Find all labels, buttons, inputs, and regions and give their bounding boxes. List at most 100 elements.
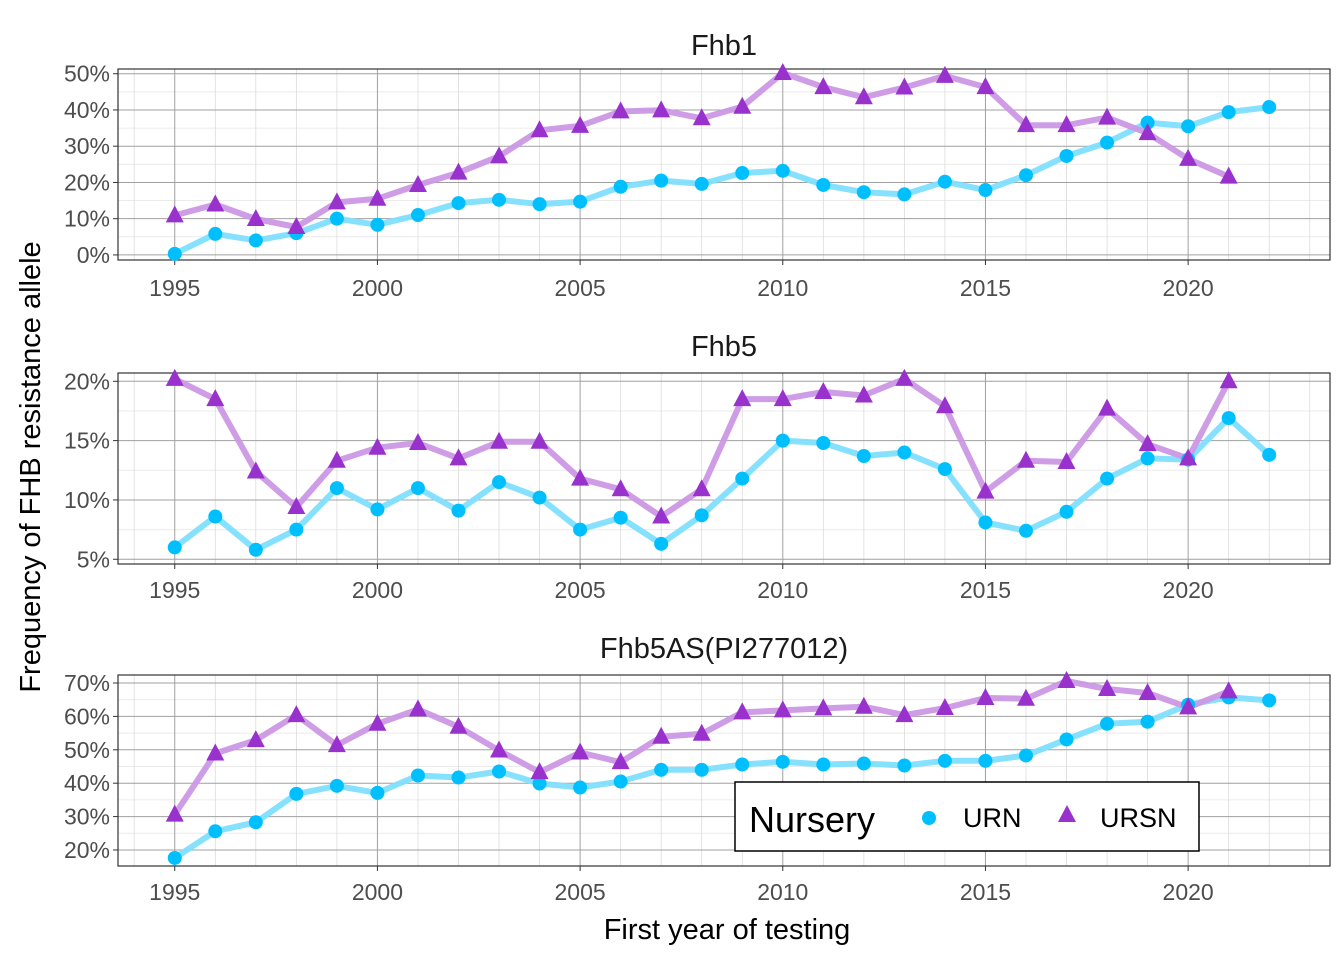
legend-ursn-marker (1058, 805, 1076, 822)
data-point-urn (775, 433, 790, 448)
data-point-ursn (976, 481, 995, 499)
data-point-ursn (1179, 448, 1198, 466)
data-point-ursn (976, 688, 995, 706)
data-point-urn (735, 471, 750, 486)
y-tick-label: 5% (77, 546, 110, 572)
data-point-ursn (327, 192, 346, 210)
data-point-ursn (652, 726, 671, 744)
data-point-ursn (206, 743, 225, 761)
data-point-urn (532, 197, 547, 212)
data-point-urn (775, 754, 790, 769)
x-tick-label: 2015 (960, 577, 1011, 603)
legend-title: Nursery (749, 799, 875, 840)
data-point-ursn (490, 740, 509, 758)
data-point-ursn (854, 87, 873, 105)
data-point-urn (1140, 451, 1155, 466)
data-point-ursn (1098, 398, 1117, 416)
data-point-ursn (1057, 451, 1076, 469)
data-point-urn (208, 509, 223, 524)
data-point-urn (897, 187, 912, 202)
data-point-urn (978, 515, 993, 530)
data-point-urn (492, 764, 507, 779)
data-point-urn (816, 177, 831, 192)
data-point-ursn (611, 101, 630, 119)
data-point-ursn (1138, 123, 1157, 141)
data-point-urn (167, 540, 182, 555)
data-point-ursn (571, 468, 590, 486)
data-point-ursn (652, 506, 671, 524)
data-point-urn (1262, 693, 1277, 708)
data-point-urn (248, 815, 263, 830)
data-point-ursn (449, 448, 468, 466)
data-point-ursn (1098, 679, 1117, 697)
data-point-ursn (611, 752, 630, 770)
data-point-urn (289, 786, 304, 801)
data-point-urn (451, 196, 466, 211)
data-point-urn (167, 246, 182, 261)
data-point-urn (289, 522, 304, 537)
y-tick-label: 70% (64, 670, 110, 696)
x-tick-label: 2005 (555, 879, 606, 905)
data-point-ursn (206, 194, 225, 212)
x-tick-label: 2015 (960, 879, 1011, 905)
legend: Nursery URN URSN (734, 781, 1200, 852)
y-tick-label: 20% (64, 169, 110, 195)
panels: Fhb1 0% 10% 20% 30% 40% 50% 1995 2000 2005 2010 201… (64, 30, 1331, 905)
x-tick-label: 2010 (757, 879, 808, 905)
data-point-urn (694, 762, 709, 777)
panel-border (117, 372, 1331, 565)
data-point-urn (735, 757, 750, 772)
data-point-urn (897, 445, 912, 460)
data-point-ursn (287, 497, 306, 515)
data-point-ursn (490, 146, 509, 164)
data-point-urn (492, 192, 507, 207)
y-tick-label: 10% (64, 487, 110, 513)
data-point-ursn (895, 705, 914, 723)
data-point-ursn (1179, 697, 1198, 715)
data-point-urn (573, 194, 588, 209)
data-point-urn (329, 211, 344, 226)
data-point-urn (1100, 135, 1115, 150)
y-tick-label: 50% (64, 737, 110, 763)
data-point-ursn (1016, 688, 1035, 706)
data-point-urn (856, 756, 871, 771)
data-point-ursn (733, 389, 752, 407)
data-point-ursn (814, 698, 833, 716)
data-point-ursn (165, 804, 184, 822)
data-point-urn (573, 780, 588, 795)
data-point-urn (370, 785, 385, 800)
data-point-ursn (733, 702, 752, 720)
data-point-ursn (449, 162, 468, 180)
x-tick-label: 2000 (352, 577, 403, 603)
data-point-urn (1018, 523, 1033, 538)
data-point-ursn (408, 174, 427, 192)
data-point-urn (654, 173, 669, 188)
x-tick-label: 2020 (1163, 879, 1214, 905)
data-point-urn (248, 233, 263, 248)
data-point-urn (167, 850, 182, 865)
data-point-urn (1262, 100, 1277, 115)
panel-2: Fhb5 5% 10% 15% 20% 1995 2000 2005 2010 2015 2020 (64, 331, 1331, 603)
data-point-urn (451, 770, 466, 785)
data-point-ursn (1138, 434, 1157, 452)
y-tick-label: 0% (77, 242, 110, 268)
data-point-ursn (246, 461, 265, 479)
x-tick-label: 2010 (757, 275, 808, 301)
data-point-urn (694, 176, 709, 191)
data-point-ursn (530, 431, 549, 449)
data-point-ursn (449, 716, 468, 734)
data-point-urn (492, 475, 507, 490)
data-point-urn (1059, 504, 1074, 519)
y-tick-label: 30% (64, 133, 110, 159)
data-point-ursn (368, 437, 387, 455)
x-tick-label: 2005 (555, 275, 606, 301)
y-tick-label: 40% (64, 770, 110, 796)
data-point-urn (654, 762, 669, 777)
data-point-ursn (408, 699, 427, 717)
data-point-ursn (490, 431, 509, 449)
y-tick-label: 15% (64, 428, 110, 454)
data-point-ursn (1219, 681, 1238, 699)
data-point-ursn (1138, 683, 1157, 701)
data-point-urn (775, 163, 790, 178)
data-point-urn (248, 542, 263, 557)
